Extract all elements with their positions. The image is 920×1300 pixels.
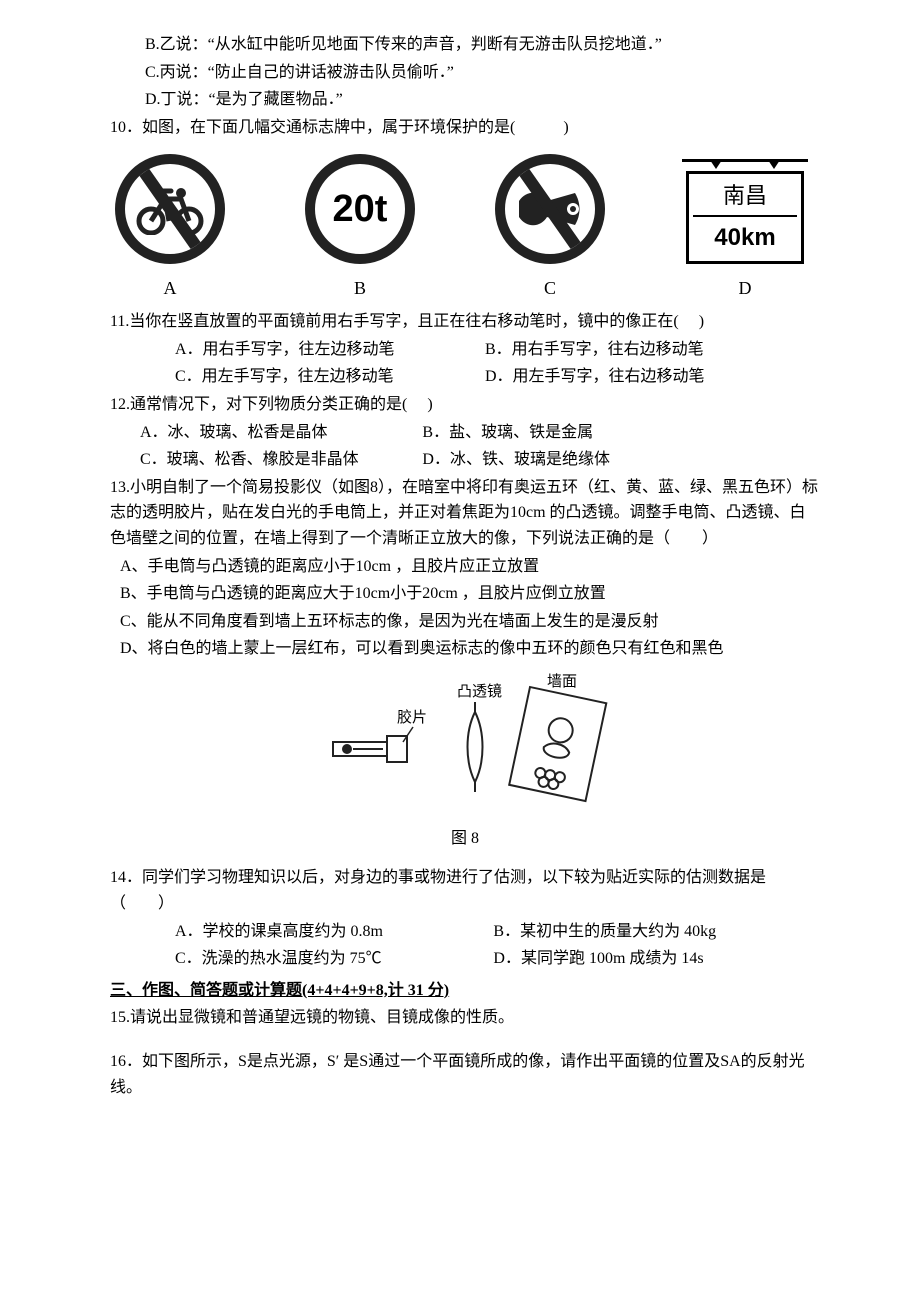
sign-b-circle: 20t <box>305 154 415 264</box>
q16-text: 16．如下图所示，S是点光源，S′ 是S通过一个平面镜所成的像，请作出平面镜的位… <box>110 1049 820 1100</box>
sign-d-hanger <box>690 159 800 171</box>
q14-b: B．某初中生的质量大约为 40kg <box>493 919 716 945</box>
q14-c: C．洗澡的热水温度约为 75℃ <box>110 946 493 972</box>
q10-signs-row: A 20t B C 南昌 40km <box>110 154 820 303</box>
q9-option-d: D.丁说：“是为了藏匿物品．” <box>110 87 820 113</box>
sign-b-label: B <box>354 274 366 303</box>
q15-text: 15.请说出显微镜和普通望远镜的物镜、目镜成像的性质。 <box>110 1005 820 1031</box>
sign-c: C <box>490 154 610 303</box>
q14-row2: C．洗澡的热水温度约为 75℃ D．某同学跑 100m 成绩为 14s <box>110 946 820 972</box>
q13-d: D、将白色的墙上蒙上一层红布，可以看到奥运标志的像中五环的颜色只有红色和黑色 <box>110 636 820 662</box>
sign-a-label: A <box>164 274 177 303</box>
q10-text: 10．如图，在下面几幅交通标志牌中，属于环境保护的是( ) <box>110 115 820 141</box>
fig8-label-wall: 墙面 <box>547 673 577 690</box>
q14-a: A．学校的课桌高度约为 0.8m <box>110 919 493 945</box>
q11-row2: C．用左手写字，往左边移动笔 D．用左手写字，往右边移动笔 <box>110 364 820 390</box>
q13-c: C、能从不同角度看到墙上五环标志的像，是因为光在墙面上发生的是漫反射 <box>110 609 820 635</box>
fig8-label-lens: 凸透镜 <box>457 682 502 700</box>
q12-row2: C．玻璃、松香、橡胶是非晶体 D．冰、铁、玻璃是绝缘体 <box>110 447 820 473</box>
q9-option-b: B.乙说：“从水缸中能听见地面下传来的声音，判断有无游击队员挖地道．” <box>110 32 820 58</box>
q14-d: D．某同学跑 100m 成绩为 14s <box>493 946 703 972</box>
sign-d-top: 南昌 <box>689 178 801 213</box>
q12-text: 12.通常情况下，对下列物质分类正确的是( ) <box>110 392 820 418</box>
q11-c: C．用左手写字，往左边移动笔 <box>110 364 465 390</box>
q14-row1: A．学校的课桌高度约为 0.8m B．某初中生的质量大约为 40kg <box>110 919 820 945</box>
sign-a: A <box>110 154 230 303</box>
sign-b-text: 20t <box>333 179 388 240</box>
q9-option-c: C.丙说：“防止自己的讲话被游击队员偷听．” <box>110 60 820 86</box>
sign-d-plate: 南昌 40km <box>686 171 804 265</box>
sign-d: 南昌 40km D <box>680 159 810 303</box>
q14-text: 14．同学们学习物理知识以后，对身边的事或物进行了估测，以下较为贴近实际的估测数… <box>110 865 820 916</box>
q13-a: A、手电筒与凸透镜的距离应小于10cm ，且胶片应正立放置 <box>110 554 820 580</box>
sign-c-circle <box>495 154 605 264</box>
q11-text: 11.当你在竖直放置的平面镜前用右手写字，且正在往右移动笔时，镜中的像正在( ) <box>110 309 820 335</box>
q11-row1: A．用右手写字，往左边移动笔 B．用右手写字，往右边移动笔 <box>110 337 820 363</box>
sign-d-label: D <box>739 274 752 303</box>
figure-8-caption: 图 8 <box>110 826 820 852</box>
figure-8-svg: 胶片 凸透镜 墙面 <box>305 672 625 822</box>
q12-row1: A．冰、玻璃、松香是晶体 B．盐、玻璃、铁是金属 <box>110 420 820 446</box>
q13-text: 13.小明自制了一个简易投影仪（如图8），在暗室中将印有奥运五环（红、黄、蓝、绿… <box>110 475 820 552</box>
sign-c-label: C <box>544 274 556 303</box>
figure-8: 胶片 凸透镜 墙面 <box>110 672 820 822</box>
sign-a-circle <box>115 154 225 264</box>
q12-b: B．盐、玻璃、铁是金属 <box>422 420 734 446</box>
q11-b: B．用右手写字，往右边移动笔 <box>465 337 820 363</box>
q12-a: A．冰、玻璃、松香是晶体 <box>110 420 422 446</box>
q12-c: C．玻璃、松香、橡胶是非晶体 <box>110 447 422 473</box>
q11-d: D．用左手写字，往右边移动笔 <box>465 364 820 390</box>
q13-b: B、手电筒与凸透镜的距离应大于10cm小于20cm ，且胶片应倒立放置 <box>110 581 820 607</box>
q12-d: D．冰、铁、玻璃是绝缘体 <box>422 447 734 473</box>
q11-a: A．用右手写字，往左边移动笔 <box>110 337 465 363</box>
section-3-heading: 三、作图、简答题或计算题(4+4+4+9+8,计 31 分) <box>110 978 820 1004</box>
fig8-label-film: 胶片 <box>397 709 427 726</box>
sign-d-bottom: 40km <box>689 219 801 257</box>
sign-b: 20t B <box>300 154 420 303</box>
